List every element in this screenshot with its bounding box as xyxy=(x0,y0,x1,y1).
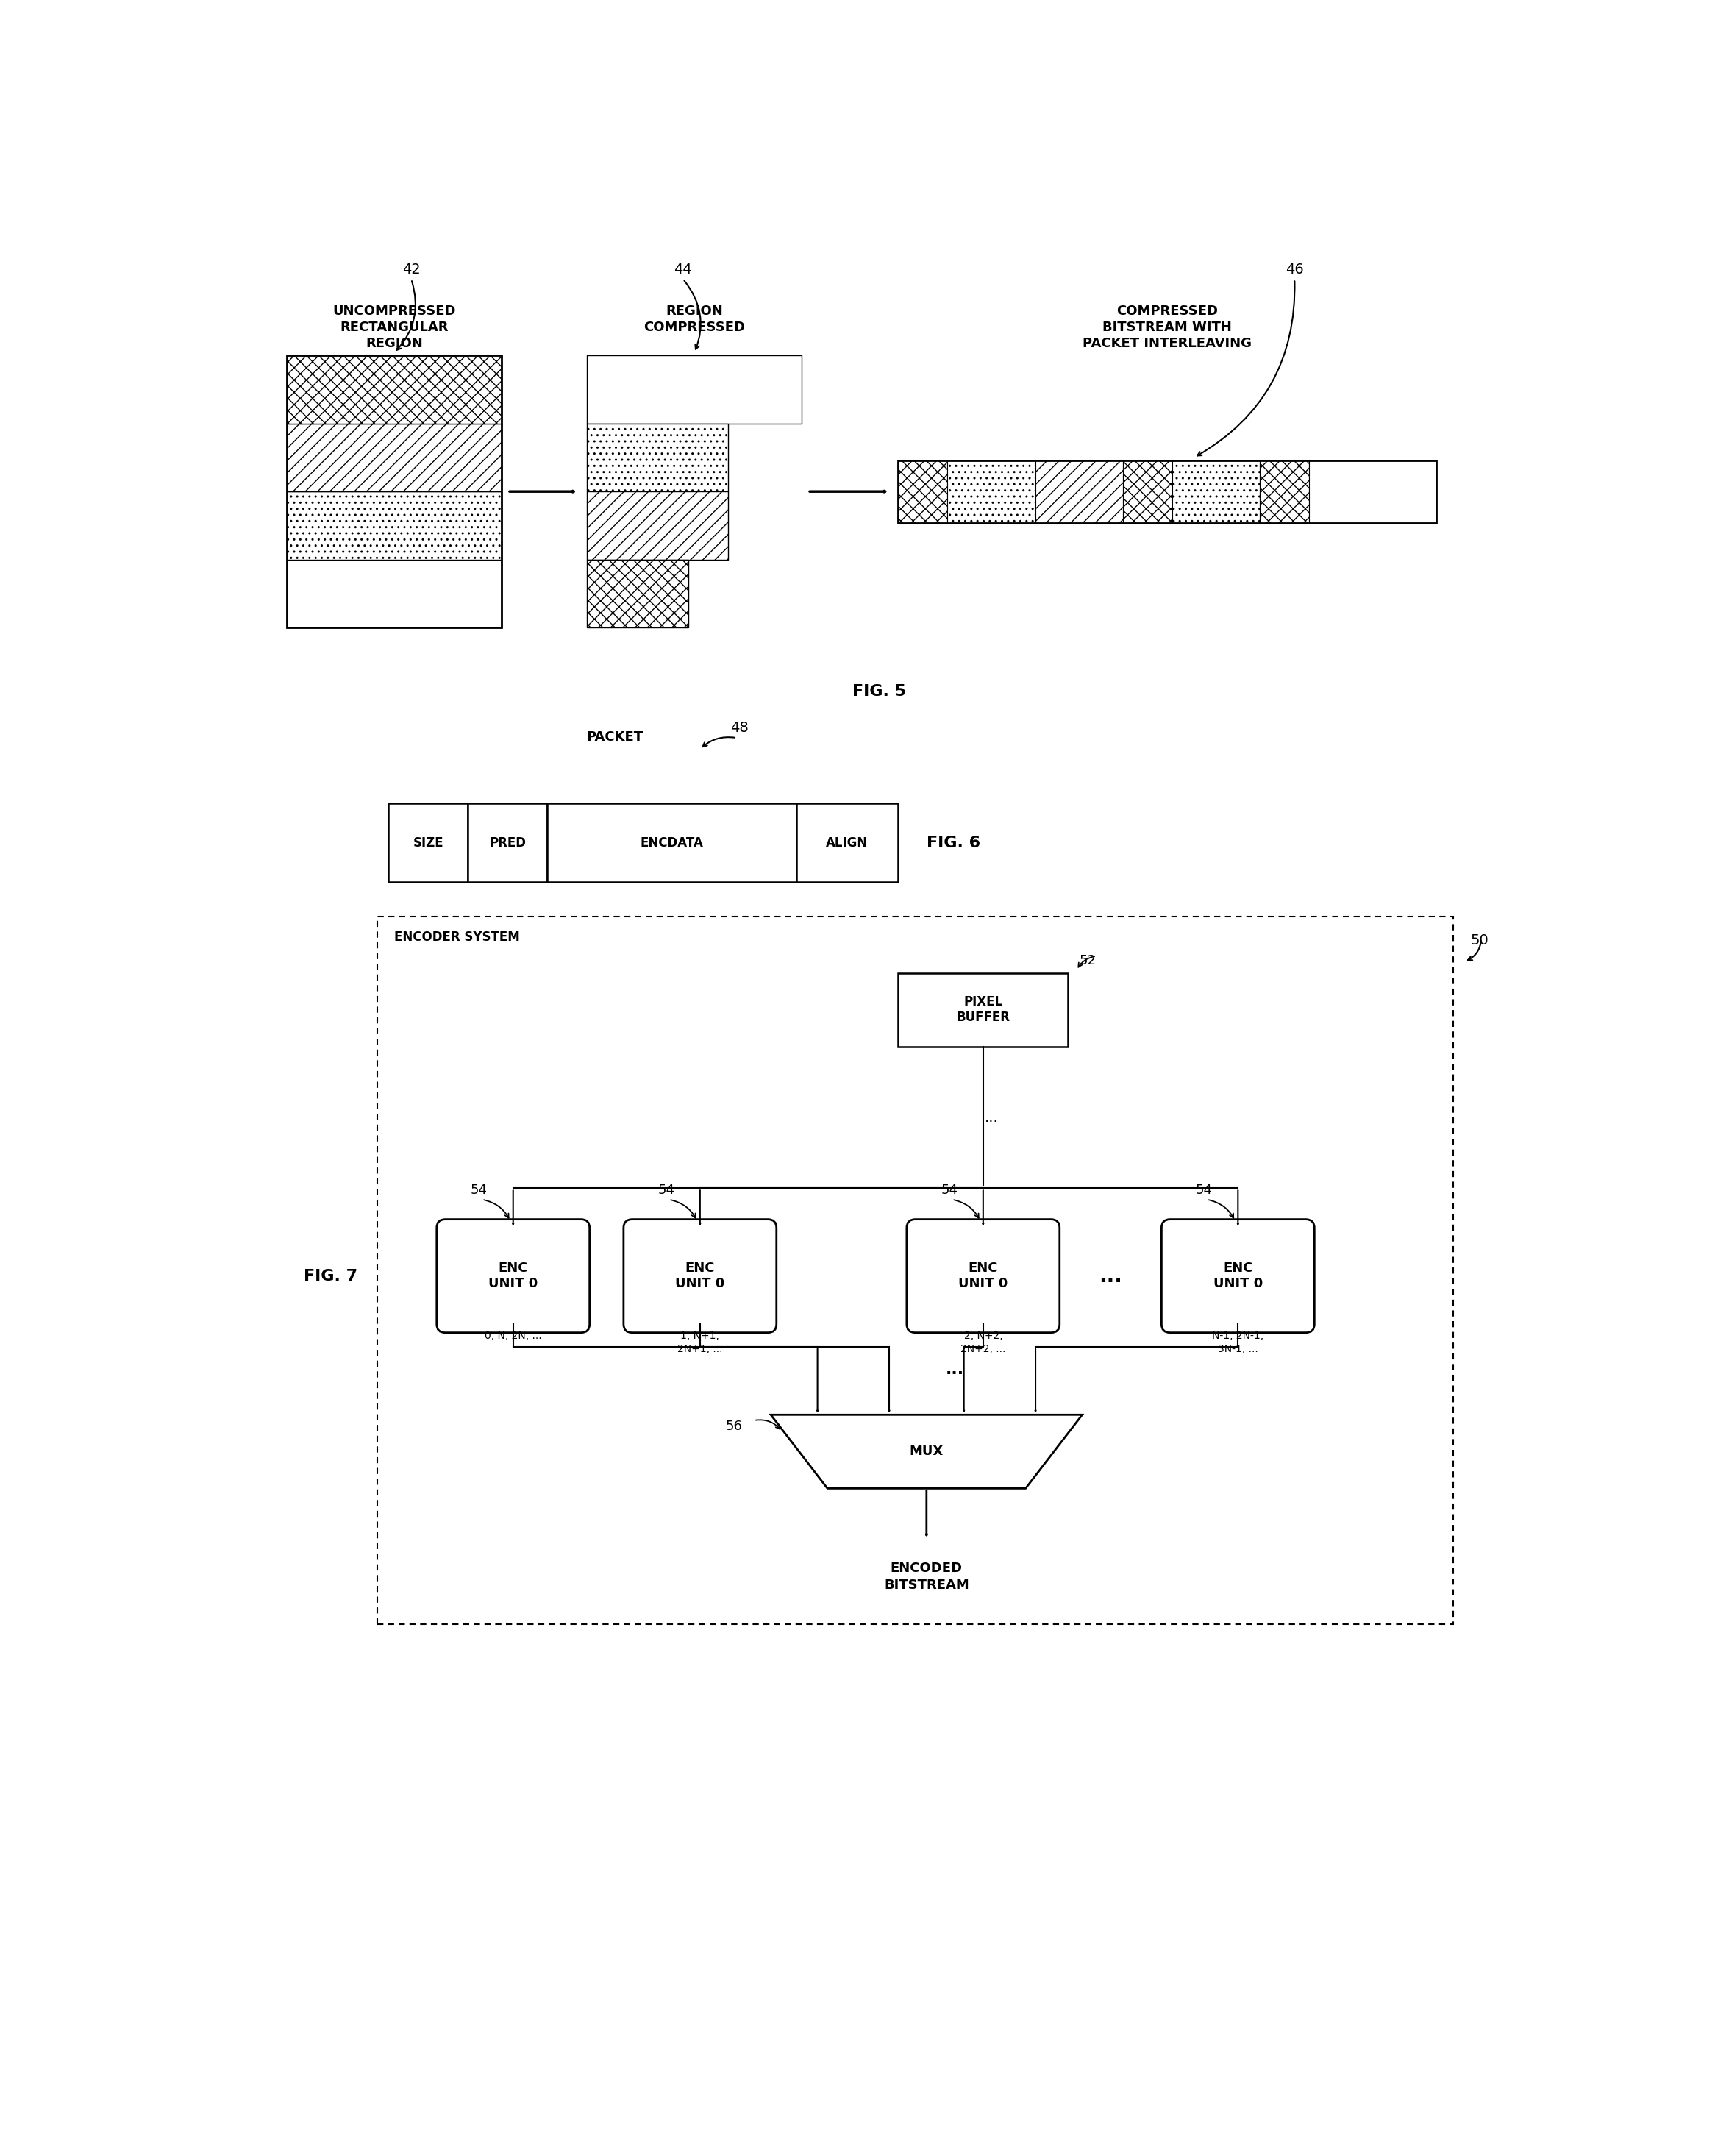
Text: FIG. 7: FIG. 7 xyxy=(304,1268,357,1283)
Text: ...: ... xyxy=(984,1110,998,1125)
Bar xyxy=(899,461,1435,522)
Bar xyxy=(286,356,502,627)
Bar xyxy=(286,423,502,492)
Text: PRED: PRED xyxy=(489,837,527,849)
Text: PIXEL
BUFFER: PIXEL BUFFER xyxy=(957,996,1010,1024)
Text: ENCDATA: ENCDATA xyxy=(640,837,703,849)
Text: 42: 42 xyxy=(401,263,420,276)
Bar xyxy=(796,802,899,882)
Text: N-1, 2N-1,
3N-1, ...: N-1, 2N-1, 3N-1, ... xyxy=(1213,1330,1264,1354)
Text: 56: 56 xyxy=(725,1419,743,1434)
Text: ...: ... xyxy=(945,1363,964,1378)
Text: ENC
UNIT 0: ENC UNIT 0 xyxy=(489,1261,539,1289)
Bar xyxy=(1123,461,1171,522)
Bar xyxy=(389,802,468,882)
Bar xyxy=(1261,461,1309,522)
Bar xyxy=(947,461,1036,522)
FancyBboxPatch shape xyxy=(907,1220,1060,1332)
Text: 2, N+2,
2N+2, ...: 2, N+2, 2N+2, ... xyxy=(960,1330,1005,1354)
Bar xyxy=(286,356,502,423)
Text: COMPRESSED
BITSTREAM WITH
PACKET INTERLEAVING: COMPRESSED BITSTREAM WITH PACKET INTERLE… xyxy=(1082,304,1252,351)
Text: MUX: MUX xyxy=(909,1445,943,1457)
Bar xyxy=(587,356,803,423)
Text: REGION
COMPRESSED: REGION COMPRESSED xyxy=(643,304,744,334)
Bar xyxy=(587,492,729,558)
Text: 48: 48 xyxy=(731,720,749,735)
Text: 44: 44 xyxy=(674,263,693,276)
Text: FIG. 5: FIG. 5 xyxy=(852,683,906,699)
Bar xyxy=(286,558,502,627)
Text: ...: ... xyxy=(1099,1266,1122,1287)
Bar xyxy=(1036,461,1123,522)
Bar xyxy=(468,802,547,882)
FancyBboxPatch shape xyxy=(624,1220,777,1332)
Bar xyxy=(587,423,729,492)
Bar xyxy=(286,492,502,558)
Text: 1, N+1,
2N+1, ...: 1, N+1, 2N+1, ... xyxy=(677,1330,722,1354)
Bar xyxy=(899,461,947,522)
Text: PACKET: PACKET xyxy=(587,731,643,744)
Polygon shape xyxy=(770,1414,1082,1488)
Bar xyxy=(899,972,1068,1046)
Text: UNCOMPRESSED
RECTANGULAR
REGION: UNCOMPRESSED RECTANGULAR REGION xyxy=(333,304,456,351)
Text: SIZE: SIZE xyxy=(413,837,444,849)
Bar xyxy=(1171,461,1261,522)
Text: ENC
UNIT 0: ENC UNIT 0 xyxy=(959,1261,1008,1289)
Text: ALIGN: ALIGN xyxy=(827,837,868,849)
Text: 54: 54 xyxy=(1195,1184,1213,1197)
Text: 54: 54 xyxy=(470,1184,487,1197)
Text: ENCODER SYSTEM: ENCODER SYSTEM xyxy=(394,931,520,944)
Bar xyxy=(587,558,689,627)
FancyBboxPatch shape xyxy=(437,1220,590,1332)
Text: 52: 52 xyxy=(1079,955,1096,968)
Bar xyxy=(1309,461,1435,522)
Text: 0, N, 2N, ...: 0, N, 2N, ... xyxy=(485,1330,542,1341)
FancyBboxPatch shape xyxy=(1161,1220,1314,1332)
Text: 54: 54 xyxy=(657,1184,674,1197)
Text: ENC
UNIT 0: ENC UNIT 0 xyxy=(676,1261,725,1289)
Text: 54: 54 xyxy=(942,1184,957,1197)
Text: 46: 46 xyxy=(1286,263,1303,276)
Text: ENCODED
BITSTREAM: ENCODED BITSTREAM xyxy=(883,1561,969,1591)
Text: 50: 50 xyxy=(1470,934,1489,946)
Text: ENC
UNIT 0: ENC UNIT 0 xyxy=(1213,1261,1262,1289)
Text: FIG. 6: FIG. 6 xyxy=(926,834,981,849)
Bar xyxy=(547,802,796,882)
